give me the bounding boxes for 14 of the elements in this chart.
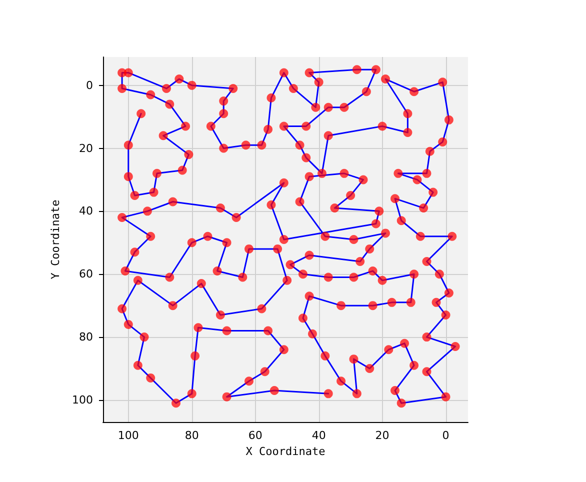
x-tick-label: 100 [118,429,139,442]
y-tick-label: 80 [79,330,93,344]
y-axis-title: Y Coordinate [49,200,62,280]
y-tick-label: 20 [79,142,93,155]
y-tick-label: 60 [79,268,93,281]
x-tick-label: 0 [442,429,450,442]
x-axis-title: X Coordinate [246,445,326,458]
x-tick-label: 60 [248,429,262,442]
y-tick-label: 40 [79,204,93,218]
y-tick-label: 100 [72,393,93,406]
y-tick-label: 0 [86,78,93,92]
x-tick-label: 20 [375,429,390,442]
x-tick-label: 40 [312,429,326,442]
x-tick-label: 80 [184,429,199,442]
